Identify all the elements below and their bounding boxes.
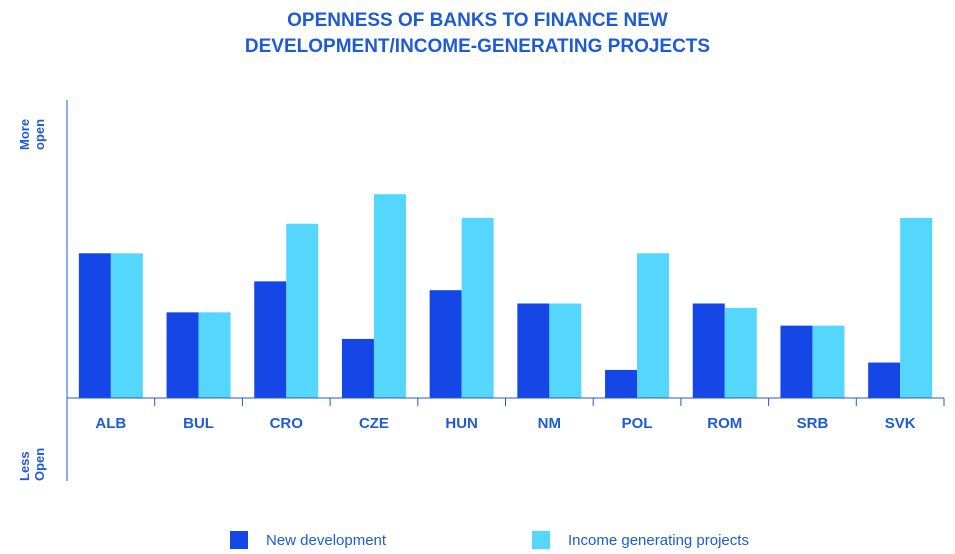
bar-new-development-rom [692, 303, 725, 398]
x-tick-label-nm: NM [538, 415, 561, 432]
bar-new-development-srb [780, 325, 813, 398]
x-tick-label-cze: CZE [359, 415, 389, 432]
legend-label-income-generating: Income generating projects [568, 531, 749, 549]
bar-income-generating-cro [286, 223, 319, 398]
axis-label-less: Less [17, 451, 32, 481]
x-tick-label-bul: BUL [183, 415, 214, 432]
axis-label-more: More [17, 118, 32, 150]
axis-label-open-lower: Open [32, 447, 47, 481]
x-tick-label-svk: SVK [885, 415, 916, 432]
bar-new-development-pol [605, 369, 638, 398]
bar-income-generating-svk [900, 217, 933, 398]
x-tick-label-srb: SRB [797, 415, 829, 432]
bar-income-generating-hun [461, 217, 494, 398]
legend: New development Income generating projec… [0, 531, 955, 553]
bar-new-development-cze [341, 338, 374, 398]
chart-title-line-2: DEVELOPMENT/INCOME-GENERATING PROJECTS [244, 36, 711, 57]
bar-new-development-cro [254, 281, 287, 398]
x-tick-label-pol: POL [622, 415, 653, 432]
bar-new-development-bul [166, 312, 199, 398]
bar-income-generating-pol [637, 253, 670, 398]
axis-label-less-open: Less Open [17, 448, 47, 481]
bar-income-generating-alb [110, 253, 143, 398]
bar-income-generating-rom [724, 307, 757, 398]
legend-swatch-new-development [230, 531, 248, 549]
bar-income-generating-bul [198, 312, 231, 398]
axis-label-more-open: More open [17, 119, 47, 150]
chart-title-line-1: OPENNESS OF BANKS TO FINANCE NEW [287, 10, 668, 31]
legend-label-new-development: New development [266, 531, 387, 549]
x-tick-label-alb: ALB [95, 415, 126, 432]
x-tick-label-rom: ROM [707, 415, 742, 432]
bar-new-development-alb [78, 253, 111, 398]
x-tick-label-cro: CRO [270, 415, 304, 432]
bar-new-development-hun [429, 290, 462, 398]
legend-swatch-income-generating [532, 531, 550, 549]
legend-item-income-generating: Income generating projects [532, 531, 749, 549]
bar-new-development-nm [517, 303, 550, 398]
bar-new-development-svk [868, 362, 901, 398]
bar-income-generating-srb [812, 325, 845, 398]
x-tick-label-hun: HUN [445, 415, 478, 432]
chart-title: OPENNESS OF BANKS TO FINANCE NEW DEVELOP… [0, 8, 955, 60]
legend-item-new-development: New development [230, 531, 386, 549]
axis-label-open: open [32, 118, 47, 150]
bar-income-generating-cze [373, 194, 406, 398]
bar-income-generating-nm [549, 303, 582, 398]
